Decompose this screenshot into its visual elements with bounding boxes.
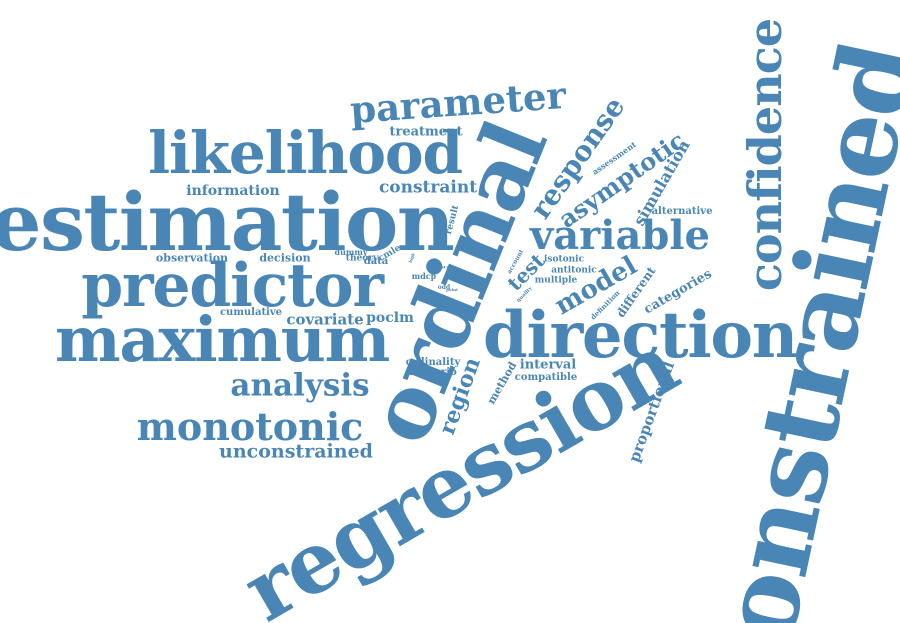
word-variable: variable: [530, 212, 710, 259]
word-isotonic: isotonic: [543, 254, 585, 265]
word-parameter: parameter: [348, 73, 568, 132]
word-poclm: poclm: [366, 310, 414, 326]
word-multiple: multiple: [534, 275, 578, 286]
word-monotonic: monotonic: [136, 404, 364, 449]
word-odd: odd: [437, 284, 451, 291]
word-estimation: estimation: [0, 175, 455, 269]
word-observation: observation: [155, 251, 229, 265]
word-alternative: alternative: [651, 206, 713, 217]
word-covariate: covariate: [286, 310, 364, 329]
word-information: information: [186, 183, 280, 199]
word-antitonic: antitonic: [551, 265, 597, 276]
word-scenario: scenario: [409, 367, 457, 378]
word-likelihood: likelihood: [148, 119, 463, 187]
word-confidence: confidence: [738, 18, 792, 292]
word-interval: interval: [519, 357, 577, 373]
word-point: point: [446, 287, 458, 292]
word-constraint: constraint: [378, 177, 478, 198]
word-direction: direction: [482, 298, 798, 373]
word-unconstrained: unconstrained: [219, 440, 373, 463]
word-dummy: dummy: [334, 247, 368, 257]
word-data: data: [363, 256, 389, 267]
word-maximum: maximum: [55, 303, 390, 376]
word-analysis: analysis: [230, 367, 370, 404]
word-mdcp: mdcp: [411, 271, 437, 281]
word-cumulative: cumulative: [219, 307, 283, 318]
word-compatible: compatible: [514, 372, 578, 383]
word-scale: scale: [440, 264, 456, 271]
word-decision: decision: [259, 251, 311, 265]
word-treatment: treatment: [389, 124, 463, 140]
word-predictor: predictor: [81, 251, 384, 321]
word-ordinality: ordinality: [405, 357, 461, 368]
word-theory: theory: [345, 253, 379, 264]
